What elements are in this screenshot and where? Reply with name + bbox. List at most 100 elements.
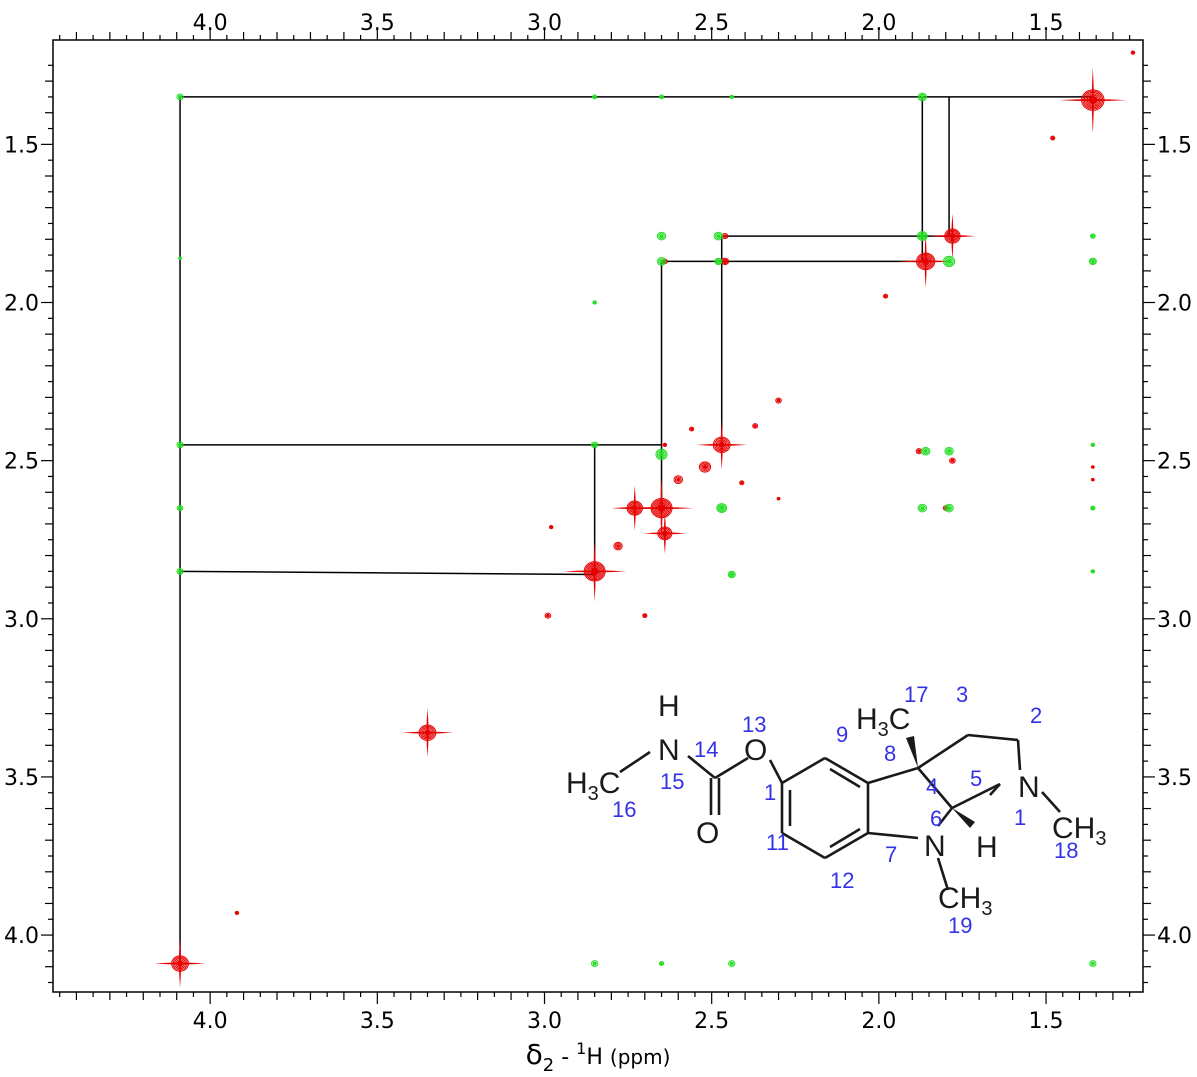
atom-number-14: 14 <box>694 737 718 762</box>
axis-ticks <box>41 28 1155 1004</box>
atom-number-3: 3 <box>956 682 968 707</box>
red-peak-2 <box>898 234 953 288</box>
atom-h3c-methyl-left: H3C <box>566 767 620 805</box>
x-axis-title: δ2 - 1H (ppm) <box>526 1038 671 1076</box>
atom-number-11: 11 <box>766 830 789 855</box>
atom-n-indoline: N <box>924 830 946 863</box>
atom-number-16: 16 <box>612 797 636 822</box>
red-peak-29 <box>915 448 923 455</box>
red-peak-21 <box>234 910 240 916</box>
x-tick-label-top: 3.5 <box>360 11 395 36</box>
red-peak-26 <box>721 257 730 266</box>
x-tick-label-bottom: 3.5 <box>360 1009 395 1034</box>
green-peak-19 <box>917 92 928 102</box>
y-tick-label-right: 3.0 <box>1157 608 1192 633</box>
green-peak-13 <box>713 231 724 241</box>
red-peak-6 <box>611 485 658 531</box>
green-peak-17 <box>727 570 736 579</box>
green-peak-0 <box>176 93 184 101</box>
y-tick-label-right: 3.5 <box>1157 766 1192 791</box>
green-peak-32 <box>178 256 182 261</box>
red-peak-8 <box>613 541 623 551</box>
atom-h-c5: H <box>976 831 998 864</box>
red-peak-4 <box>698 461 712 473</box>
green-peak-3 <box>176 567 184 575</box>
atom-h-amide: H <box>658 690 680 723</box>
red-peak-32 <box>1090 465 1095 469</box>
green-peak-7 <box>592 300 597 305</box>
red-peak-18 <box>544 612 552 619</box>
green-peak-31 <box>1089 960 1097 967</box>
atom-number-6: 6 <box>930 806 942 831</box>
y-tick-label-right: 1.5 <box>1157 133 1192 158</box>
green-peak-22 <box>920 446 931 456</box>
atom-o-ether: O <box>744 734 767 767</box>
green-peak-12 <box>658 961 665 966</box>
red-peak-12 <box>154 939 206 989</box>
green-peak-30 <box>1090 569 1096 574</box>
x-tick-label-top: 2.5 <box>694 11 729 36</box>
x-tick-label-bottom: 2.0 <box>861 1009 896 1034</box>
atom-h3c-methyl-top: H3C <box>856 703 910 741</box>
cross-peaks <box>154 50 1136 989</box>
atom-number-12: 12 <box>830 868 854 893</box>
red-peak-10 <box>563 540 627 602</box>
green-peak-6 <box>591 960 599 967</box>
x-tick-label-bottom: 1.5 <box>1029 1009 1064 1034</box>
green-peak-18 <box>728 960 736 967</box>
atom-number-13: 13 <box>742 712 766 737</box>
x-tick-label-bottom: 2.5 <box>694 1009 729 1034</box>
red-peak-13 <box>775 397 782 404</box>
green-peak-1 <box>176 441 184 449</box>
green-peak-14 <box>714 257 723 266</box>
atom-ch3-right: CH3 <box>1052 812 1106 850</box>
y-tick-label-right: 2.5 <box>1157 450 1192 475</box>
atom-number-5: 5 <box>970 766 982 791</box>
atom-n-pyrrolidine: N <box>1018 771 1040 804</box>
red-peak-20 <box>548 524 554 530</box>
red-peak-0 <box>1059 67 1127 133</box>
green-peak-11 <box>655 448 668 460</box>
green-peak-27 <box>1088 257 1097 266</box>
y-tick-label-right: 4.0 <box>1157 924 1192 949</box>
red-peak-11 <box>402 708 453 758</box>
atom-n-amide: N <box>658 734 680 767</box>
y-tick-label-left: 4.0 <box>4 924 39 949</box>
y-tick-label-right: 2.0 <box>1157 292 1192 317</box>
green-peak-26 <box>1089 233 1096 239</box>
atom-number-2: 2 <box>1030 703 1042 728</box>
red-peak-16 <box>1050 135 1056 141</box>
red-peak-17 <box>1130 50 1136 55</box>
green-peak-2 <box>176 505 184 512</box>
x-tick-label-top: 4.0 <box>193 11 228 36</box>
y-tick-label-left: 2.5 <box>4 450 39 475</box>
red-peak-23 <box>689 426 695 432</box>
atom-number-4: 4 <box>926 774 938 799</box>
y-tick-label-left: 1.5 <box>4 133 39 158</box>
red-peak-15 <box>882 293 889 299</box>
green-peak-21 <box>942 255 956 268</box>
green-peak-20 <box>916 231 928 242</box>
red-peak-24 <box>739 480 745 486</box>
green-peak-16 <box>729 94 734 100</box>
green-peak-28 <box>1090 442 1096 447</box>
red-peak-3 <box>696 420 747 470</box>
atom-ch3-bottom: CH3 <box>938 882 992 920</box>
red-peak-7 <box>643 512 686 554</box>
atom-number-18: 18 <box>1054 838 1078 863</box>
plot-frame <box>52 39 1144 993</box>
green-peak-5 <box>591 441 599 449</box>
correlation-line-3 <box>180 570 595 576</box>
green-peak-23 <box>944 446 954 456</box>
atom-number-19: 19 <box>948 913 972 938</box>
red-peak-14 <box>752 423 759 429</box>
green-peak-8 <box>658 94 665 100</box>
red-peak-33 <box>1090 477 1095 482</box>
atom-number-9: 9 <box>836 722 848 747</box>
red-peak-22 <box>776 496 781 501</box>
red-peak-25 <box>662 442 668 447</box>
red-peak-9 <box>673 475 683 484</box>
x-tick-label-bottom: 3.0 <box>527 1009 562 1034</box>
green-peak-4 <box>592 94 598 100</box>
